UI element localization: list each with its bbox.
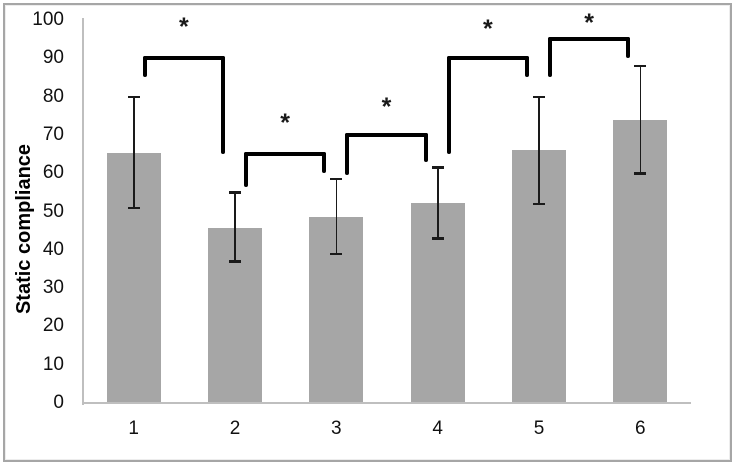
error-bar (234, 192, 236, 262)
error-bar-cap-bottom (533, 202, 545, 206)
error-bar-cap-bottom (431, 237, 444, 240)
sig-bracket-top (548, 37, 631, 42)
x-tick-label: 4 (432, 418, 443, 439)
y-tick-label: 10 (42, 353, 64, 375)
error-bar (538, 96, 540, 204)
error-bar (335, 178, 338, 254)
sig-bracket-right-leg (423, 132, 428, 162)
x-tick-label: 3 (331, 418, 342, 439)
x-tick-label: 1 (128, 418, 139, 439)
y-tick-label: 60 (42, 162, 64, 184)
significance-asterisk: * (584, 9, 595, 37)
y-tick-label: 20 (42, 315, 64, 337)
y-tick-label: 0 (53, 392, 64, 413)
sig-bracket-left-leg (345, 132, 350, 176)
error-bar-cap-top (431, 166, 444, 169)
y-tick-label: 40 (42, 238, 64, 260)
sig-bracket-top (345, 132, 428, 137)
y-tick-label: 90 (42, 47, 64, 69)
error-bar-cap-bottom (127, 206, 140, 210)
significance-asterisk: * (482, 14, 493, 43)
x-tick-label: 6 (635, 418, 646, 439)
error-bar-cap-top (533, 95, 545, 98)
sig-bracket-right-leg (322, 152, 327, 174)
error-bar-cap-top (127, 95, 140, 98)
x-axis-line (83, 402, 691, 404)
sig-bracket-top (142, 56, 225, 61)
sig-bracket-left-leg (244, 152, 248, 187)
significance-asterisk: * (381, 93, 392, 122)
error-bar-cap-top (330, 177, 343, 181)
significance-asterisk: * (178, 12, 189, 41)
error-bar-cap-top (229, 191, 241, 194)
error-bar-cap-bottom (634, 172, 647, 175)
y-axis-line (82, 18, 84, 405)
sig-bracket-top (446, 56, 529, 61)
sig-bracket-right-leg (525, 56, 529, 78)
y-tick-label: 30 (42, 277, 64, 299)
error-bar (639, 65, 642, 174)
sig-bracket-left-leg (548, 37, 552, 78)
y-tick-label: 100 (32, 9, 64, 30)
x-tick-label: 2 (229, 418, 241, 439)
y-tick-label: 80 (42, 85, 64, 107)
sig-bracket-left-leg (142, 56, 147, 78)
sig-bracket-right-leg (221, 56, 225, 155)
x-tick-label: 5 (533, 418, 545, 439)
error-bar-cap-top (634, 64, 647, 68)
sig-bracket-right-leg (626, 37, 631, 59)
y-tick-label: 70 (42, 123, 64, 145)
sig-bracket-left-leg (446, 56, 451, 155)
error-bar-cap-bottom (229, 260, 241, 263)
error-bar (436, 167, 439, 239)
sig-bracket-top (244, 152, 327, 157)
y-tick-label: 50 (42, 200, 64, 222)
error-bar-cap-bottom (330, 252, 343, 256)
error-bar (132, 96, 135, 208)
significance-asterisk: * (280, 108, 291, 137)
